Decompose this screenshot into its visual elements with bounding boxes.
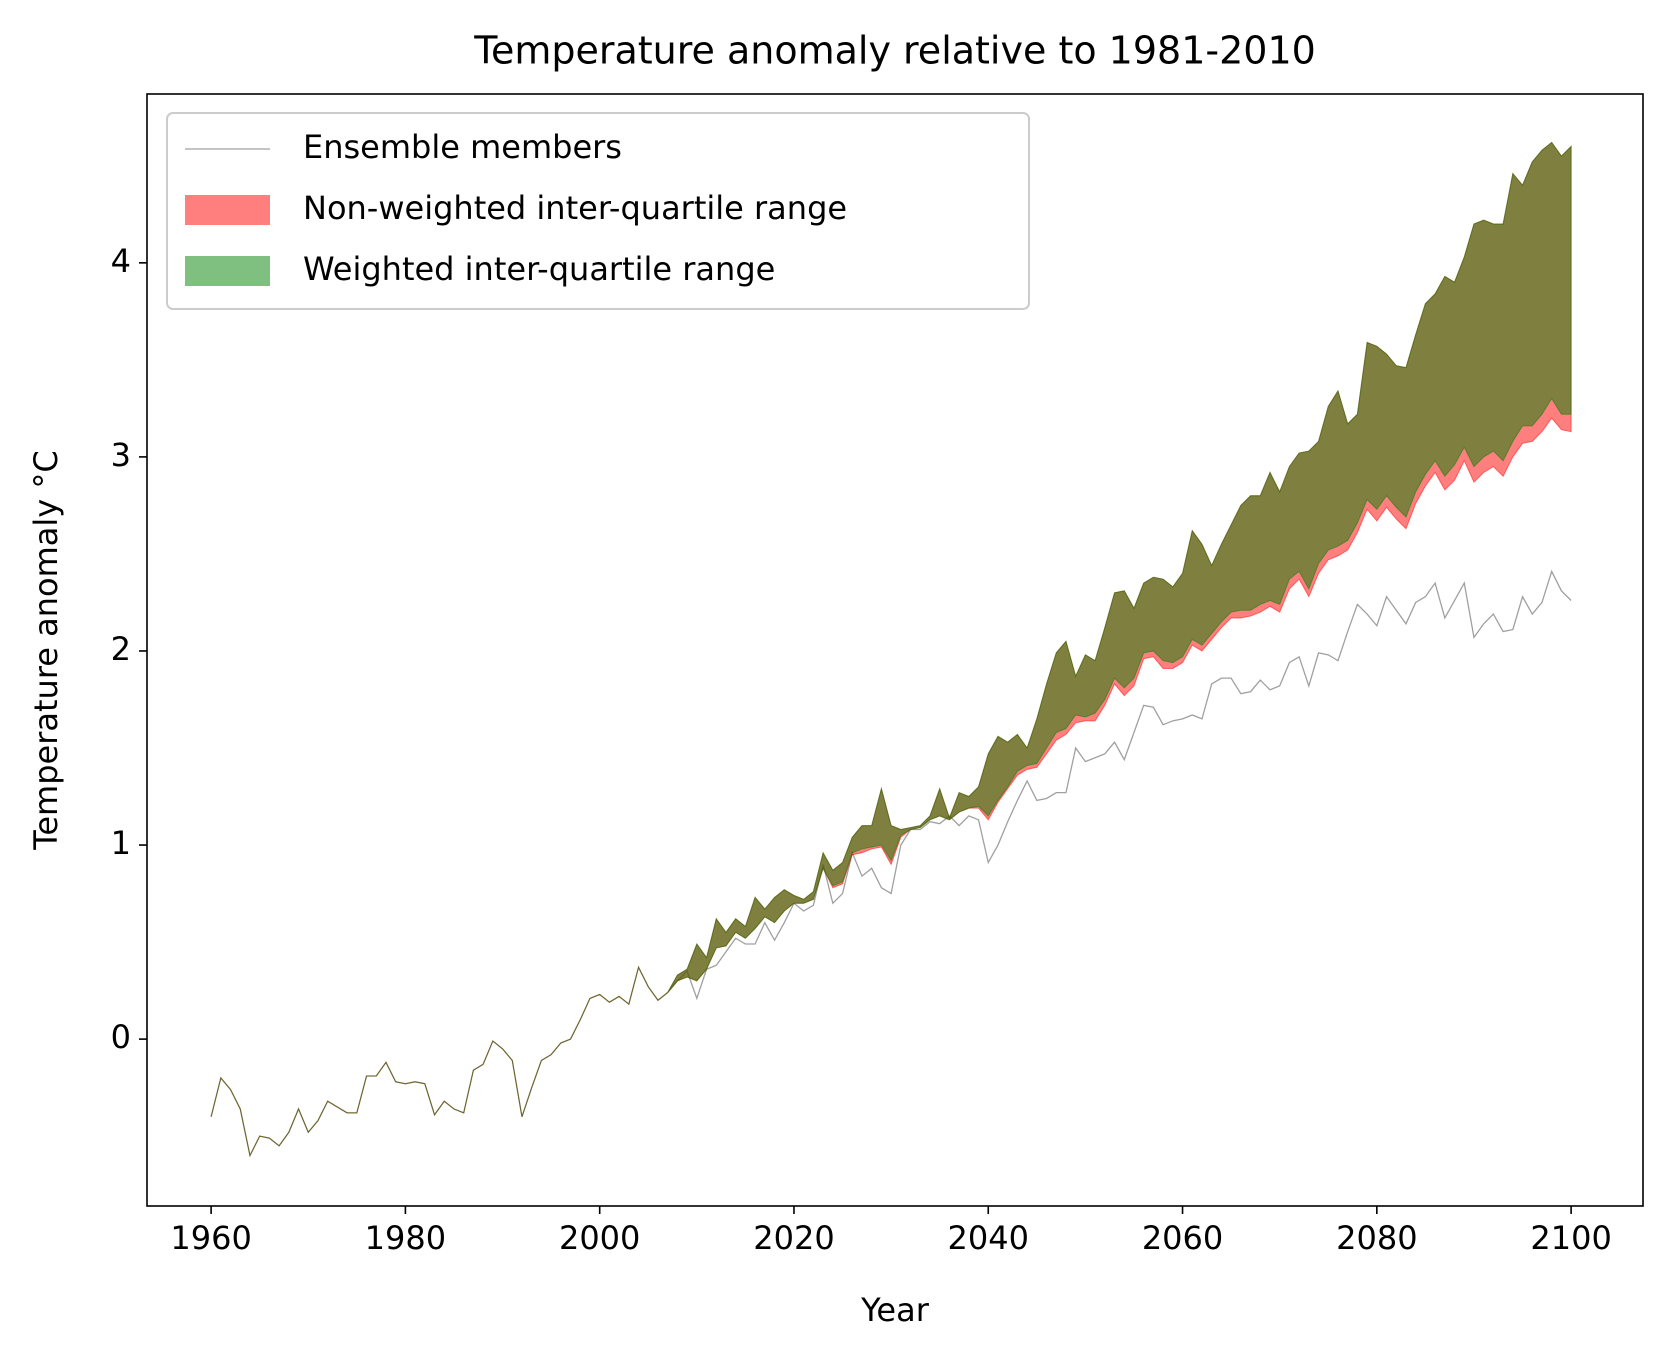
iqr-band <box>210 141 1572 1158</box>
chart-title: Temperature anomaly relative to 1981-201… <box>473 29 1316 73</box>
plot-area: 1960 1980 2000 2020 2040 2060 2080 2100 0 1 2 3 4 Ens… <box>111 93 1644 1257</box>
x-tick-label: 2060 <box>1142 1219 1223 1257</box>
x-tick-label: 2100 <box>1530 1219 1611 1257</box>
y-tick-label: 0 <box>111 1018 131 1056</box>
legend-patch <box>185 256 270 286</box>
legend-label: Weighted inter-quartile range <box>303 250 775 288</box>
legend-box <box>166 112 1030 310</box>
axes-frame <box>146 93 1644 1207</box>
x-tick-label: 1980 <box>365 1219 446 1257</box>
x-tick-label: 2040 <box>948 1219 1029 1257</box>
x-tick-label: 2020 <box>753 1219 834 1257</box>
legend-label: Ensemble members <box>303 128 622 166</box>
legend-patch <box>185 195 270 225</box>
y-tick-label: 2 <box>111 630 131 668</box>
legend: Ensemble members Non-weighted inter-quart… <box>166 112 1030 310</box>
legend-label: Non-weighted inter-quartile range <box>303 189 847 227</box>
x-tick-label: 2080 <box>1336 1219 1417 1257</box>
x-tick-label: 2000 <box>559 1219 640 1257</box>
y-tick-label: 1 <box>111 824 131 862</box>
x-tick-label: 1960 <box>170 1219 251 1257</box>
y-tick-label: 3 <box>111 436 131 474</box>
y-axis-label: Temperature anomaly °C <box>27 450 65 850</box>
x-axis-label: Year <box>860 1291 930 1329</box>
y-tick-label: 4 <box>111 242 131 280</box>
